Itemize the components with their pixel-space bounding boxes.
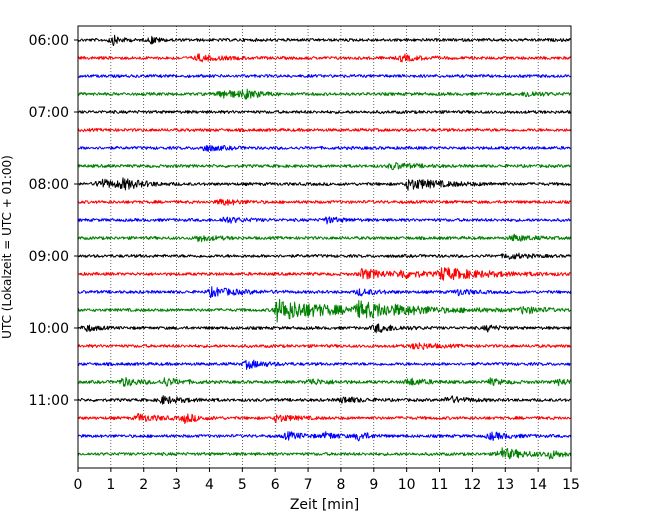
x-tick-label: 9: [369, 477, 378, 493]
trace-line-0945: [77, 298, 571, 323]
x-tick-label: 8: [336, 477, 345, 493]
trace-line-1015: [77, 342, 571, 350]
trace-line-0615: [77, 53, 572, 63]
y-axis-label: UTC (Lokalzeit = UTC + 01:00): [0, 155, 14, 339]
trace-line-0815: [77, 198, 571, 206]
trace-line-0745: [77, 161, 571, 171]
trace-line-1145: [77, 447, 572, 460]
trace-line-0845: [77, 233, 572, 243]
trace-line-1030: [77, 359, 571, 370]
x-tick-label: 14: [529, 477, 547, 493]
trace-line-0700: [77, 109, 572, 115]
x-tick-label: 6: [271, 477, 280, 493]
trace-line-0900: [77, 252, 572, 260]
axis-ticks: 0 1 2 3 4 5 6 7 8 9 10 11 12 13 14 1506:0007:0008:0009:…: [29, 33, 580, 493]
y-tick-label: 10:00: [29, 321, 69, 337]
y-tick-label: 08:00: [29, 177, 69, 193]
x-tick-label: 15: [562, 477, 580, 493]
trace-line-1130: [77, 431, 572, 442]
x-tick-label: 10: [398, 477, 416, 493]
plot-frame: [77, 25, 572, 469]
y-tick-label: 09:00: [29, 249, 69, 265]
trace-line-0930: [77, 286, 572, 299]
trace-line-1045: [77, 377, 572, 387]
trace-line-0830: [77, 216, 571, 225]
x-axis-label: Zeit [min]: [290, 497, 359, 513]
trace-line-0630: [77, 73, 571, 79]
trace-line-1000: [77, 323, 572, 334]
seismic-traces: [77, 34, 572, 460]
trace-line-0915: [77, 267, 571, 281]
trace-line-0730: [77, 144, 571, 153]
trace-line-0600: [77, 34, 572, 47]
trace-line-0645: [77, 88, 571, 100]
trace-line-0800: [77, 177, 571, 191]
x-tick-label: 5: [238, 477, 247, 493]
y-tick-label: 06:00: [29, 33, 69, 49]
trace-line-0715: [77, 127, 572, 133]
x-tick-label: 13: [496, 477, 514, 493]
x-tick-label: 2: [139, 477, 148, 493]
x-tick-label: 1: [106, 477, 115, 493]
x-tick-label: 12: [463, 477, 481, 493]
trace-line-1100: [77, 395, 571, 405]
x-tick-label: 0: [74, 477, 83, 493]
x-tick-label: 11: [431, 477, 449, 493]
x-tick-label: 7: [304, 477, 313, 493]
x-tick-label: 4: [205, 477, 214, 493]
trace-line-1115: [77, 412, 571, 425]
x-tick-label: 3: [172, 477, 181, 493]
y-tick-label: 11:00: [29, 393, 69, 409]
y-tick-label: 07:00: [29, 105, 69, 121]
